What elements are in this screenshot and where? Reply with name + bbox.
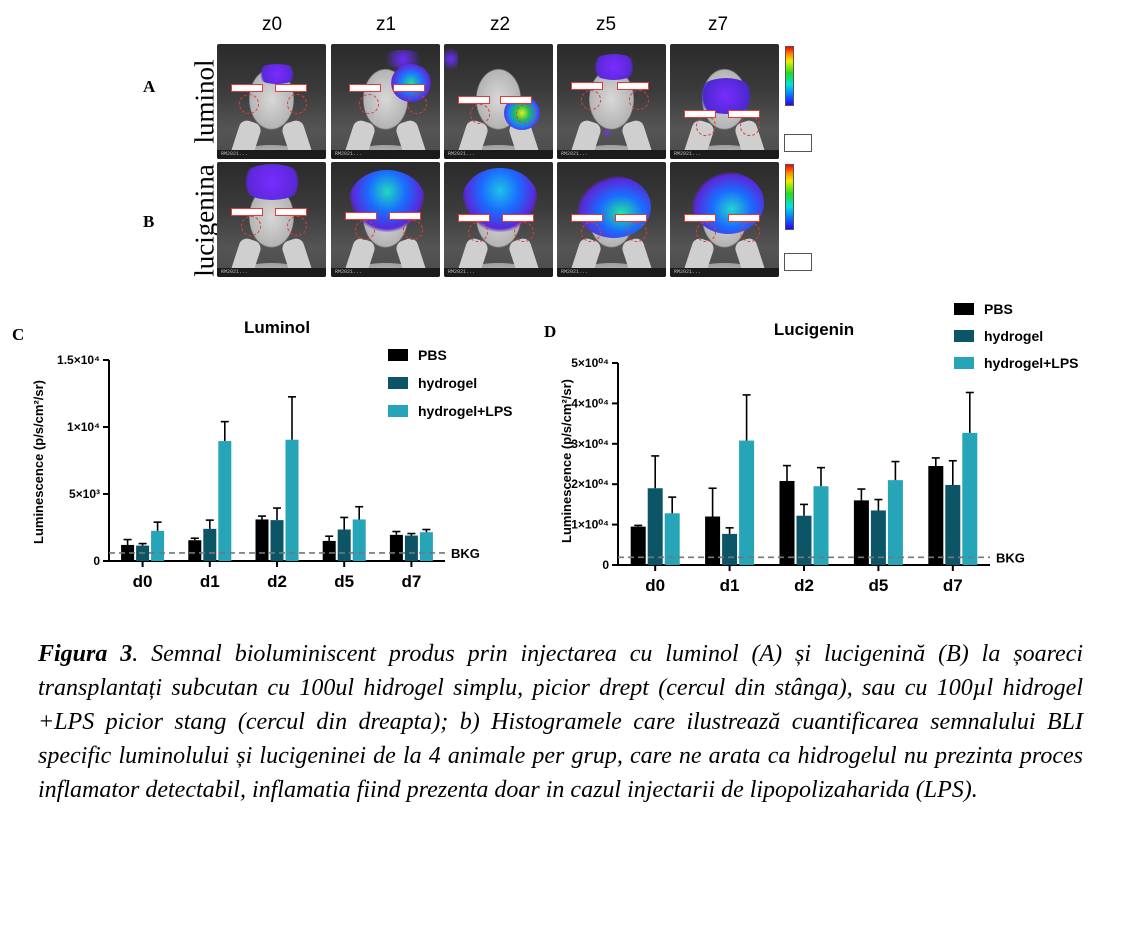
- legend-label: hydrogel+LPS: [984, 355, 1079, 371]
- color-scale-box-a: [784, 134, 812, 152]
- bar-pbs: [705, 516, 721, 565]
- color-scale-bar-b: [785, 164, 794, 230]
- bli-image-lucigenina-z5: RM2021...: [557, 162, 666, 277]
- bar-pbs: [779, 480, 795, 565]
- y-tick-label: 3×10⁰⁴: [571, 437, 609, 451]
- y-tick-label: 4×10⁰⁴: [571, 396, 609, 410]
- bar-hydrogellps: [962, 432, 978, 565]
- y-tick-label: 5×10⁰⁴: [571, 356, 609, 370]
- bar-pbs: [121, 544, 135, 561]
- legend-swatch: [954, 357, 974, 369]
- bar-hydrogellps: [285, 439, 299, 561]
- row-name-lucigenina: lucigenina: [189, 164, 220, 277]
- column-label-z2: z2: [489, 14, 511, 35]
- legend-swatch: [388, 405, 408, 417]
- x-tick-label: d5: [868, 576, 888, 595]
- bar-hydrogel: [945, 485, 961, 565]
- bar-pbs: [853, 500, 869, 565]
- bar-pbs: [389, 534, 403, 561]
- bar-hydrogellps: [419, 532, 433, 561]
- bli-image-luminol-z0: RM2021...: [217, 44, 326, 159]
- caption-label: Figura 3: [38, 641, 133, 667]
- chart-c: C Luminol Luminescence (p/s/cm²/sr) 0 5×1…: [12, 318, 513, 591]
- bar-hydrogellps: [218, 441, 232, 561]
- x-tick-label: d5: [334, 572, 354, 591]
- figure-caption: Figura 3. Semnal bioluminiscent produs p…: [38, 637, 1083, 807]
- row-letter-a: A: [143, 77, 156, 96]
- x-tick-label: d7: [401, 572, 421, 591]
- bar-hydrogellps: [739, 440, 755, 565]
- y-tick-label: 1.5×10⁴: [57, 353, 100, 367]
- bli-image-luminol-z5: RM2021...: [557, 44, 666, 159]
- legend-swatch: [954, 303, 974, 315]
- x-tick-label: d0: [133, 572, 153, 591]
- color-scale-bar-a: [785, 46, 794, 106]
- legend-swatch: [954, 330, 974, 342]
- y-tick-label: 2×10⁰⁴: [571, 477, 609, 491]
- x-tick-label: d1: [200, 572, 220, 591]
- bkg-label: BKG: [996, 550, 1025, 565]
- bar-pbs: [630, 526, 646, 565]
- y-tick-label: 5×10³: [69, 487, 100, 501]
- panel-letter-c: C: [12, 325, 24, 344]
- bli-image-luminol-z7: RM2021...: [670, 44, 779, 159]
- x-tick-label: d2: [794, 576, 814, 595]
- bar-hydrogel: [796, 515, 812, 565]
- bli-image-lucigenina-z0: RM2021...: [217, 162, 326, 277]
- legend-label: PBS: [418, 347, 447, 363]
- bar-hydrogel: [337, 529, 351, 561]
- bar-hydrogel: [722, 533, 738, 565]
- column-label-z0: z0: [261, 14, 283, 35]
- caption-text: . Semnal bioluminiscent produs prin inje…: [38, 641, 1083, 803]
- bar-hydrogellps: [352, 519, 366, 561]
- legend-label: hydrogel+LPS: [418, 403, 513, 419]
- legend-swatch: [388, 377, 408, 389]
- bar-hydrogel: [203, 528, 217, 561]
- legend-swatch: [388, 349, 408, 361]
- bar-pbs: [928, 466, 944, 565]
- y-axis-label-c: Luminescence (p/s/cm²/sr): [31, 380, 46, 544]
- row-letter-b: B: [143, 212, 155, 231]
- panel-letter-d: D: [544, 322, 556, 341]
- x-tick-label: d1: [720, 576, 740, 595]
- row-name-luminol: luminol: [189, 59, 220, 144]
- bar-hydrogel: [647, 488, 663, 565]
- chart-title-luminol: Luminol: [244, 318, 310, 337]
- column-label-z5: z5: [595, 14, 617, 35]
- bar-hydrogellps: [887, 480, 903, 565]
- bar-pbs: [188, 540, 202, 561]
- bli-image-lucigenina-z7: RM2021...: [670, 162, 779, 277]
- color-scale-box-b: [784, 253, 812, 271]
- y-tick-label: 0: [93, 554, 100, 568]
- bar-hydrogellps: [813, 486, 829, 565]
- y-tick-label: 1×10⁴: [67, 420, 100, 434]
- bar-hydrogel: [870, 510, 886, 565]
- bar-hydrogellps: [151, 530, 165, 561]
- legend-label: PBS: [984, 301, 1013, 317]
- chart-d: D Lucigenin Luminescence (p/s/cm²/sr) 0 1…: [544, 301, 1079, 595]
- bli-image-lucigenina-z2: RM2021...: [444, 162, 553, 277]
- column-label-z1: z1: [375, 14, 397, 35]
- bli-image-lucigenina-z1: RM2021...: [331, 162, 440, 277]
- bli-image-luminol-z1: RM2021...: [331, 44, 440, 159]
- bkg-label: BKG: [451, 546, 480, 561]
- y-tick-label: 1×10⁰⁴: [571, 518, 609, 532]
- x-tick-label: d0: [645, 576, 665, 595]
- x-tick-label: d7: [943, 576, 963, 595]
- legend-label: hydrogel: [418, 375, 477, 391]
- column-label-z7: z7: [707, 14, 729, 35]
- bar-hydrogel: [404, 535, 418, 561]
- legend-label: hydrogel: [984, 328, 1043, 344]
- x-tick-label: d2: [267, 572, 287, 591]
- bar-pbs: [322, 540, 336, 561]
- bar-pbs: [255, 519, 269, 561]
- y-axis-label-d: Luminescence (p/s/cm²/sr): [559, 379, 574, 543]
- bli-image-luminol-z2: RM2021...: [444, 44, 553, 159]
- chart-title-lucigenin: Lucigenin: [774, 320, 854, 339]
- bar-hydrogellps: [664, 513, 680, 565]
- y-tick-label: 0: [602, 558, 609, 572]
- bar-hydrogel: [270, 520, 284, 561]
